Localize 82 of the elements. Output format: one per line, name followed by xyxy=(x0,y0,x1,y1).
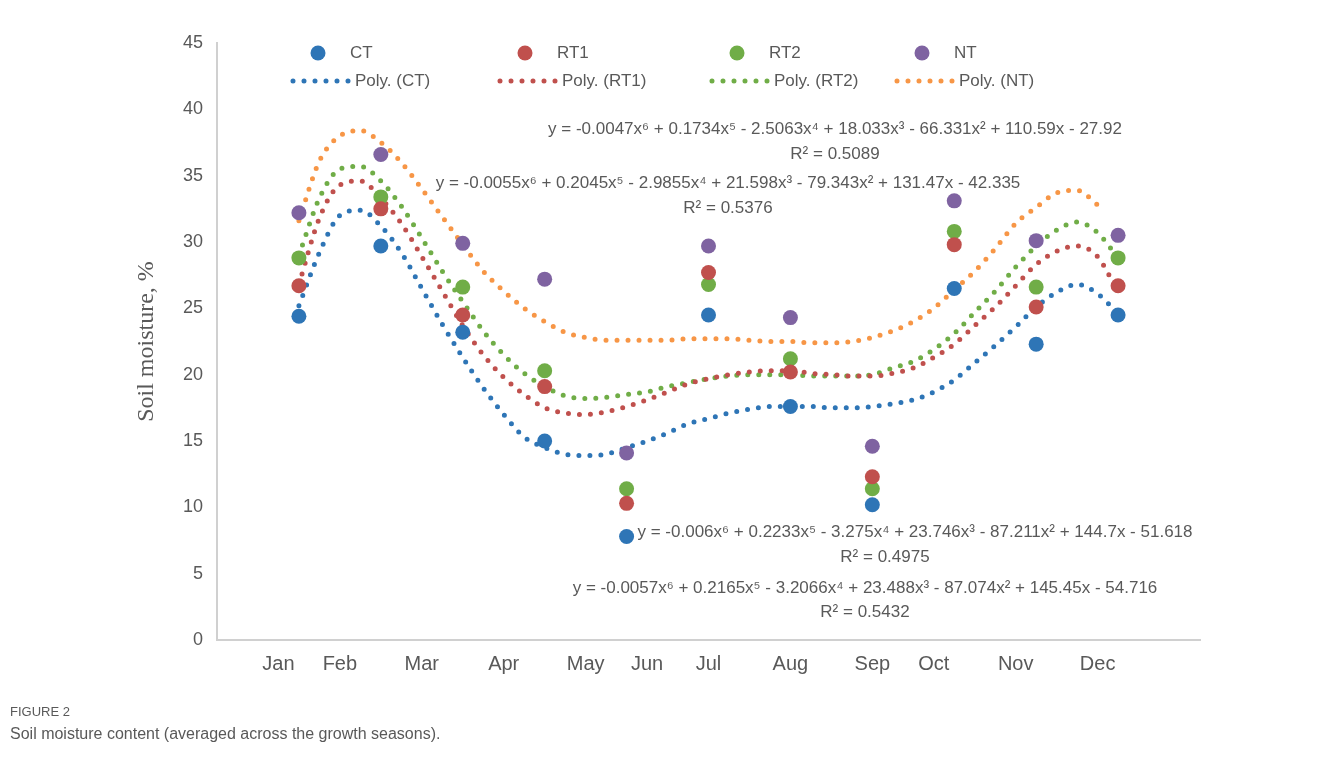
annotation: y = -0.0057x⁶ + 0.2165x⁵ - 3.2066x⁴ + 23.488x³ - 87.074x² + 145.45x - 54.716 xyxy=(572,577,1158,597)
y-tick-label: 45 xyxy=(182,31,203,52)
x-tick-label: Aug xyxy=(772,651,809,674)
point xyxy=(782,364,798,380)
point xyxy=(291,205,307,221)
x-tick-label: Mar xyxy=(404,651,440,674)
point xyxy=(701,238,716,254)
point xyxy=(455,279,471,295)
point xyxy=(619,481,635,497)
point xyxy=(537,363,553,379)
point xyxy=(455,307,471,323)
point xyxy=(946,223,962,239)
x-tick-label: Apr xyxy=(488,651,520,674)
y-tick-label: 15 xyxy=(182,429,203,450)
y-axis-title: Soil moisture, % xyxy=(131,261,158,422)
point xyxy=(1110,307,1126,323)
point xyxy=(291,250,307,266)
legend-label: RT1 xyxy=(557,42,589,62)
y-tick-label: 30 xyxy=(182,230,203,251)
point xyxy=(946,280,962,296)
point xyxy=(1110,278,1126,294)
point xyxy=(537,379,553,395)
point xyxy=(782,351,798,367)
point xyxy=(455,324,471,340)
y-tick-label: 40 xyxy=(182,98,203,119)
point xyxy=(864,497,880,513)
y-tick-label: 10 xyxy=(182,496,203,517)
x-tick-label: Oct xyxy=(918,651,950,674)
annotation: R² = 0.5089 xyxy=(790,143,880,163)
point xyxy=(701,265,716,281)
point xyxy=(1028,233,1044,249)
text: Soil moisture content (averaged across the growth seasons). xyxy=(10,725,442,743)
point xyxy=(373,146,389,162)
point xyxy=(373,238,389,254)
point xyxy=(619,495,635,511)
y-tick-label: 5 xyxy=(192,562,203,583)
point xyxy=(537,433,553,449)
x-tick-label: Jul xyxy=(695,651,722,674)
annotation: y = -0.006x⁶ + 0.2233x⁵ - 3.275x⁴ + 23.746x³ - 87.211x² + 144.7x - 51.618 xyxy=(637,521,1193,541)
x-tick-label: Dec xyxy=(1079,651,1116,674)
legend-label: NT xyxy=(954,42,977,62)
legend-label: Poly. (CT) xyxy=(355,70,431,90)
point xyxy=(782,399,798,415)
point xyxy=(1110,250,1126,266)
point xyxy=(1028,279,1044,295)
point xyxy=(701,307,716,323)
legend-label: Poly. (RT2) xyxy=(774,70,859,90)
legend-label: RT2 xyxy=(769,42,801,62)
point xyxy=(946,193,962,209)
y-tick-label: 25 xyxy=(182,297,203,318)
annotation: R² = 0.4975 xyxy=(840,546,930,566)
point xyxy=(291,308,307,324)
point xyxy=(946,237,962,253)
y-tick-label: 35 xyxy=(182,164,203,185)
y-tick-label: 0 xyxy=(192,628,203,649)
point xyxy=(782,310,798,326)
point xyxy=(619,529,635,545)
legend-label: Poly. (RT1) xyxy=(562,70,647,90)
point xyxy=(1028,336,1044,352)
y-tick-label: 20 xyxy=(182,363,203,384)
x-tick-label: Jan xyxy=(262,651,295,674)
x-tick-label: Nov xyxy=(997,651,1034,674)
point xyxy=(1028,299,1044,315)
point xyxy=(864,469,880,485)
annotation: R² = 0.5432 xyxy=(820,601,910,621)
x-tick-label: May xyxy=(566,651,605,674)
caption: FIGURE 2 xyxy=(10,704,71,719)
annotation: y = -0.0047x⁶ + 0.1734x⁵ - 2.5063x⁴ + 18.033x³ - 66.331x² + 110.59x - 27.92 xyxy=(548,118,1122,138)
legend-label: CT xyxy=(350,42,373,62)
point xyxy=(373,201,389,217)
point xyxy=(291,278,307,294)
x-tick-label: Feb xyxy=(322,651,358,674)
annotation: y = -0.0055x⁶ + 0.2045x⁵ - 2.9855x⁴ + 21.598x³ - 79.343x² + 131.47x - 42.335 xyxy=(435,172,1021,192)
annotation: R² = 0.5376 xyxy=(683,197,773,217)
x-tick-label: Sep xyxy=(854,651,891,674)
x-tick-label: Jun xyxy=(630,651,664,674)
point xyxy=(1110,227,1126,243)
point xyxy=(864,438,880,454)
legend-label: Poly. (NT) xyxy=(959,70,1035,90)
point xyxy=(455,235,471,251)
point xyxy=(619,445,635,461)
point xyxy=(537,271,553,287)
